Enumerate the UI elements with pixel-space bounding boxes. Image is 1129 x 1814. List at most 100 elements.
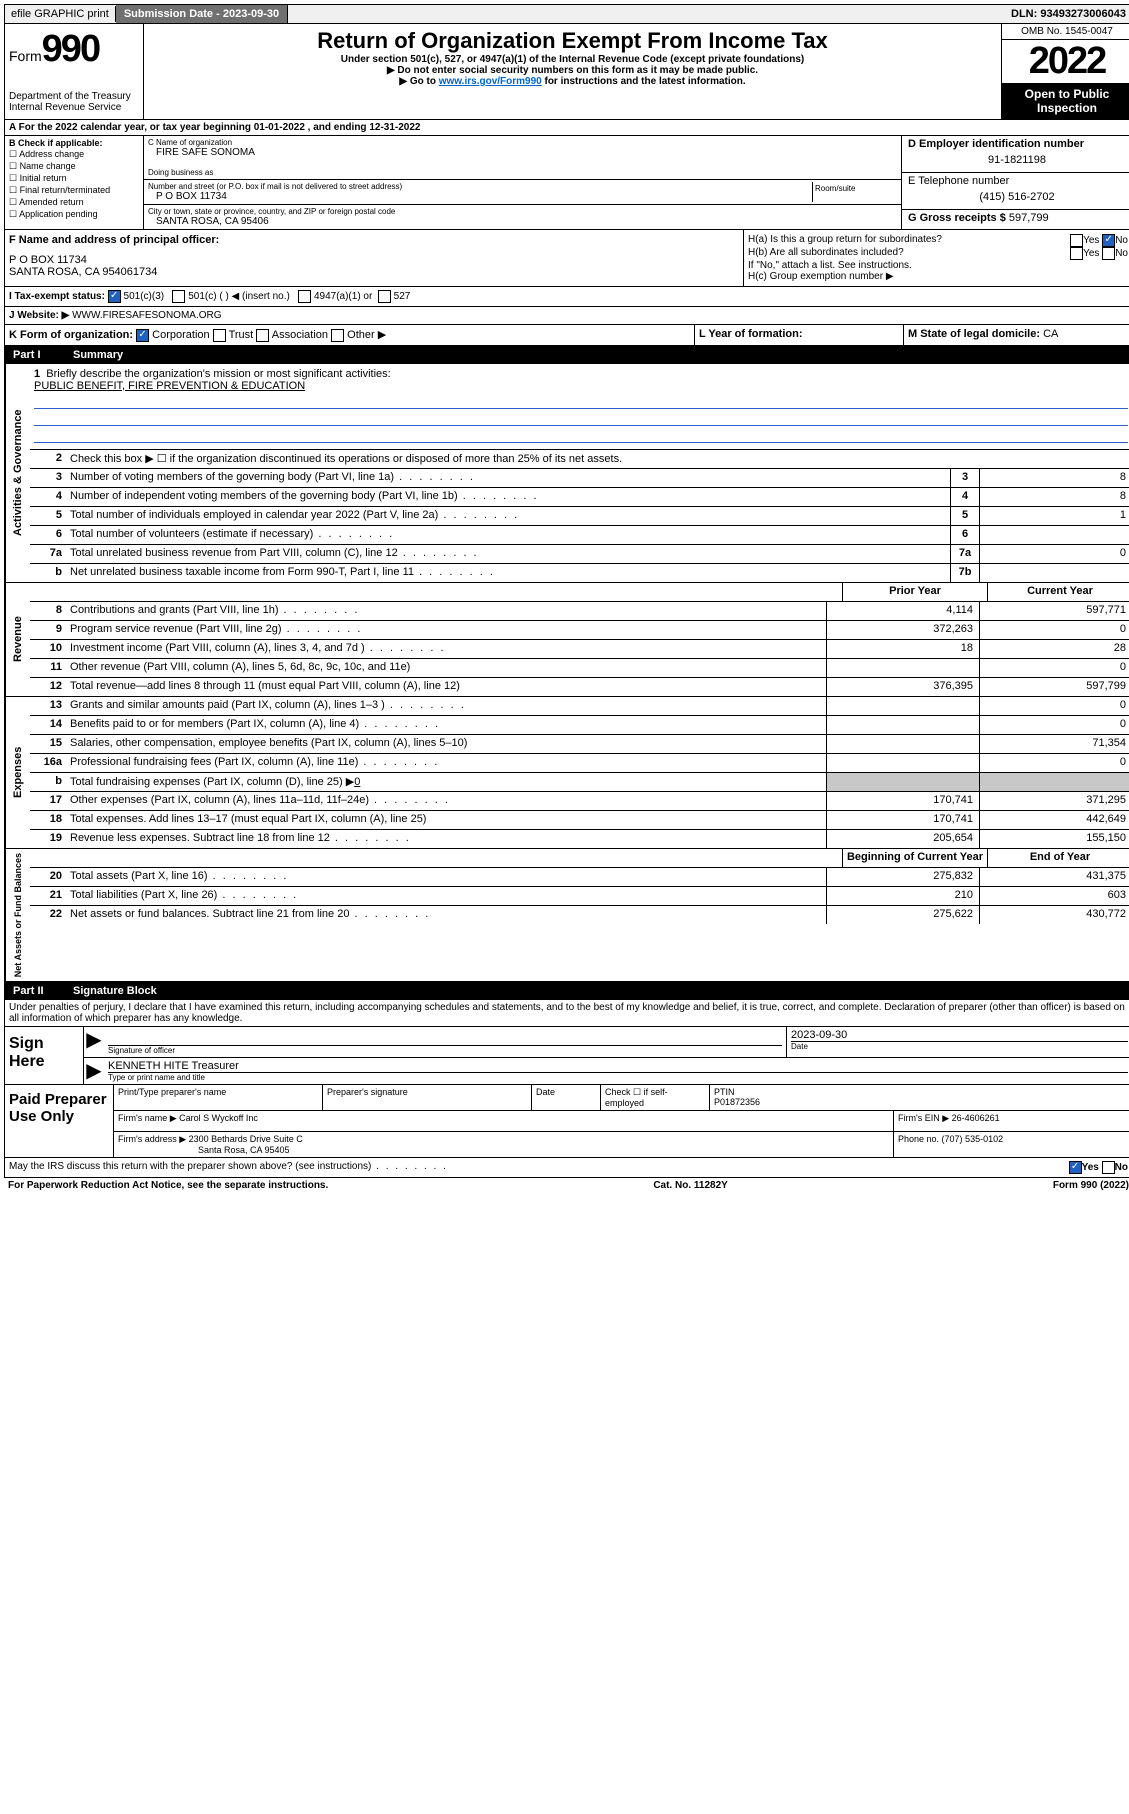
chk-name-change[interactable]: ☐ Name change	[9, 161, 139, 172]
ha-no[interactable]: ✓	[1102, 234, 1115, 247]
hb-yes[interactable]	[1070, 247, 1083, 260]
firm-name: Carol S Wyckoff Inc	[179, 1113, 258, 1123]
firm-phone: (707) 535-0102	[942, 1134, 1004, 1144]
side-netassets: Net Assets or Fund Balances	[5, 849, 30, 981]
side-expenses: Expenses	[5, 697, 30, 848]
dln: DLN: 93493273006043	[1005, 6, 1129, 22]
row-i-tax-status: I Tax-exempt status: ✓ 501(c)(3) 501(c) …	[4, 287, 1129, 307]
addr-label: Number and street (or P.O. box if mail i…	[148, 182, 812, 191]
l-year-formation: L Year of formation:	[699, 328, 803, 340]
row-16b: bTotal fundraising expenses (Part IX, co…	[30, 773, 1129, 792]
hb-note: If "No," attach a list. See instructions…	[748, 260, 1128, 271]
open-inspection: Open to Public Inspection	[1002, 83, 1129, 119]
row-colheads: Prior YearCurrent Year	[30, 583, 1129, 602]
row-7a: 7aTotal unrelated business revenue from …	[30, 545, 1129, 564]
gross-label: G Gross receipts $	[908, 212, 1009, 224]
header-left: Form990 Department of the Treasury Inter…	[5, 24, 144, 119]
sign-arrow-icon-2: ▶	[84, 1058, 104, 1084]
org-city: SANTA ROSA, CA 95406	[148, 216, 897, 227]
preparer-section: Paid Preparer Use Only Print/Type prepar…	[4, 1085, 1129, 1158]
preparer-title: Paid Preparer Use Only	[5, 1085, 114, 1157]
org-name-label: C Name of organization	[148, 138, 897, 147]
row-k: K Form of organization: ✓ Corporation Tr…	[4, 325, 1129, 346]
discuss-label: May the IRS discuss this return with the…	[9, 1161, 448, 1174]
table-expenses: Expenses 13Grants and similar amounts pa…	[4, 697, 1129, 849]
row-5: 5Total number of individuals employed in…	[30, 507, 1129, 526]
firm-addr-label: Firm's address ▶	[118, 1134, 189, 1144]
discuss-no[interactable]	[1102, 1161, 1115, 1174]
chk-other[interactable]	[331, 329, 344, 342]
chk-corp[interactable]: ✓	[136, 329, 149, 342]
officer-name: KENNETH HITE Treasurer	[108, 1060, 1128, 1072]
form-title: Return of Organization Exempt From Incom…	[148, 28, 997, 54]
prep-h4: Check ☐ if self-employed	[601, 1085, 710, 1110]
irs-label: Internal Revenue Service	[9, 102, 139, 113]
chk-address-change[interactable]: ☐ Address change	[9, 149, 139, 160]
chk-assoc[interactable]	[256, 329, 269, 342]
side-activities: Activities & Governance	[5, 364, 30, 582]
chk-501c3[interactable]: ✓	[108, 290, 121, 303]
row-2: 2Check this box ▶ ☐ if the organization …	[30, 450, 1129, 469]
row-21: 21Total liabilities (Part X, line 26)210…	[30, 887, 1129, 906]
efile-topbar: efile GRAPHIC print Submission Date - 20…	[4, 4, 1129, 24]
discuss-yes[interactable]: ✓	[1069, 1161, 1082, 1174]
col-d-ein-phone: D Employer identification number 91-1821…	[901, 136, 1129, 229]
firm-addr2: Santa Rosa, CA 95405	[118, 1145, 889, 1155]
row-16a: 16aProfessional fundraising fees (Part I…	[30, 754, 1129, 773]
prep-h2: Preparer's signature	[323, 1085, 532, 1110]
room-label: Room/suite	[815, 184, 895, 193]
chk-trust[interactable]	[213, 329, 226, 342]
chk-501c[interactable]	[172, 290, 185, 303]
col-b-label: B Check if applicable:	[9, 138, 103, 148]
chk-amended[interactable]: ☐ Amended return	[9, 197, 139, 208]
row-6: 6Total number of volunteers (estimate if…	[30, 526, 1129, 545]
efile-label: efile GRAPHIC print	[5, 6, 116, 22]
footer-right: Form 990 (2022)	[1053, 1180, 1129, 1191]
footer-left: For Paperwork Reduction Act Notice, see …	[8, 1180, 328, 1191]
subtitle-1: Under section 501(c), 527, or 4947(a)(1)…	[148, 54, 997, 65]
table-netassets: Net Assets or Fund Balances Beginning of…	[4, 849, 1129, 982]
phone-value: (415) 516-2702	[908, 187, 1126, 207]
row-12: 12Total revenue—add lines 8 through 11 (…	[30, 678, 1129, 696]
prep-h3: Date	[532, 1085, 601, 1110]
penalties-text: Under penalties of perjury, I declare th…	[4, 1000, 1129, 1027]
sign-arrow-icon: ▶	[84, 1027, 104, 1057]
ha-yes[interactable]	[1070, 234, 1083, 247]
part2-header: Part II Signature Block	[4, 982, 1129, 1000]
row-14: 14Benefits paid to or for members (Part …	[30, 716, 1129, 735]
officer-name-label: Type or print name and title	[108, 1072, 1128, 1082]
row-1: 1 Briefly describe the organization's mi…	[30, 364, 1129, 450]
row-j-website: J Website: ▶ WWW.FIRESAFESONOMA.ORG	[4, 307, 1129, 325]
row-a-tax-year: A For the 2022 calendar year, or tax yea…	[4, 120, 1129, 136]
phone-label: E Telephone number	[908, 175, 1009, 187]
m-domicile: CA	[1043, 328, 1058, 340]
sign-section: Sign Here ▶ Signature of officer 2023-09…	[4, 1027, 1129, 1085]
officer-addr1: P O BOX 11734	[9, 254, 739, 266]
prep-h5: PTIN	[714, 1087, 735, 1097]
part2-num: Part II	[13, 985, 73, 997]
sign-date-label: Date	[791, 1041, 1128, 1051]
firm-phone-label: Phone no.	[898, 1134, 942, 1144]
row-22: 22Net assets or fund balances. Subtract …	[30, 906, 1129, 924]
chk-app-pending[interactable]: ☐ Application pending	[9, 209, 139, 220]
hb-no[interactable]	[1102, 247, 1115, 260]
chk-initial-return[interactable]: ☐ Initial return	[9, 173, 139, 184]
row-18: 18Total expenses. Add lines 13–17 (must …	[30, 811, 1129, 830]
sig-officer-label: Signature of officer	[108, 1045, 782, 1055]
ptin-value: P01872356	[714, 1097, 760, 1107]
sign-here-label: Sign Here	[5, 1027, 84, 1084]
page-footer: For Paperwork Reduction Act Notice, see …	[4, 1178, 1129, 1193]
chk-final-return[interactable]: ☐ Final return/terminated	[9, 185, 139, 196]
row-15: 15Salaries, other compensation, employee…	[30, 735, 1129, 754]
hb-label: H(b) Are all subordinates included?	[748, 247, 904, 260]
irs-link[interactable]: www.irs.gov/Form990	[439, 76, 542, 87]
ein-label: D Employer identification number	[908, 138, 1084, 150]
row-19: 19Revenue less expenses. Subtract line 1…	[30, 830, 1129, 848]
chk-4947[interactable]	[298, 290, 311, 303]
col-b-checkboxes: B Check if applicable: ☐ Address change …	[5, 136, 144, 229]
firm-ein: 26-4606261	[952, 1113, 1000, 1123]
col-c-org-info: C Name of organization FIRE SAFE SONOMA …	[144, 136, 901, 229]
row-13: 13Grants and similar amounts paid (Part …	[30, 697, 1129, 716]
row-colheads2: Beginning of Current YearEnd of Year	[30, 849, 1129, 868]
chk-527[interactable]	[378, 290, 391, 303]
